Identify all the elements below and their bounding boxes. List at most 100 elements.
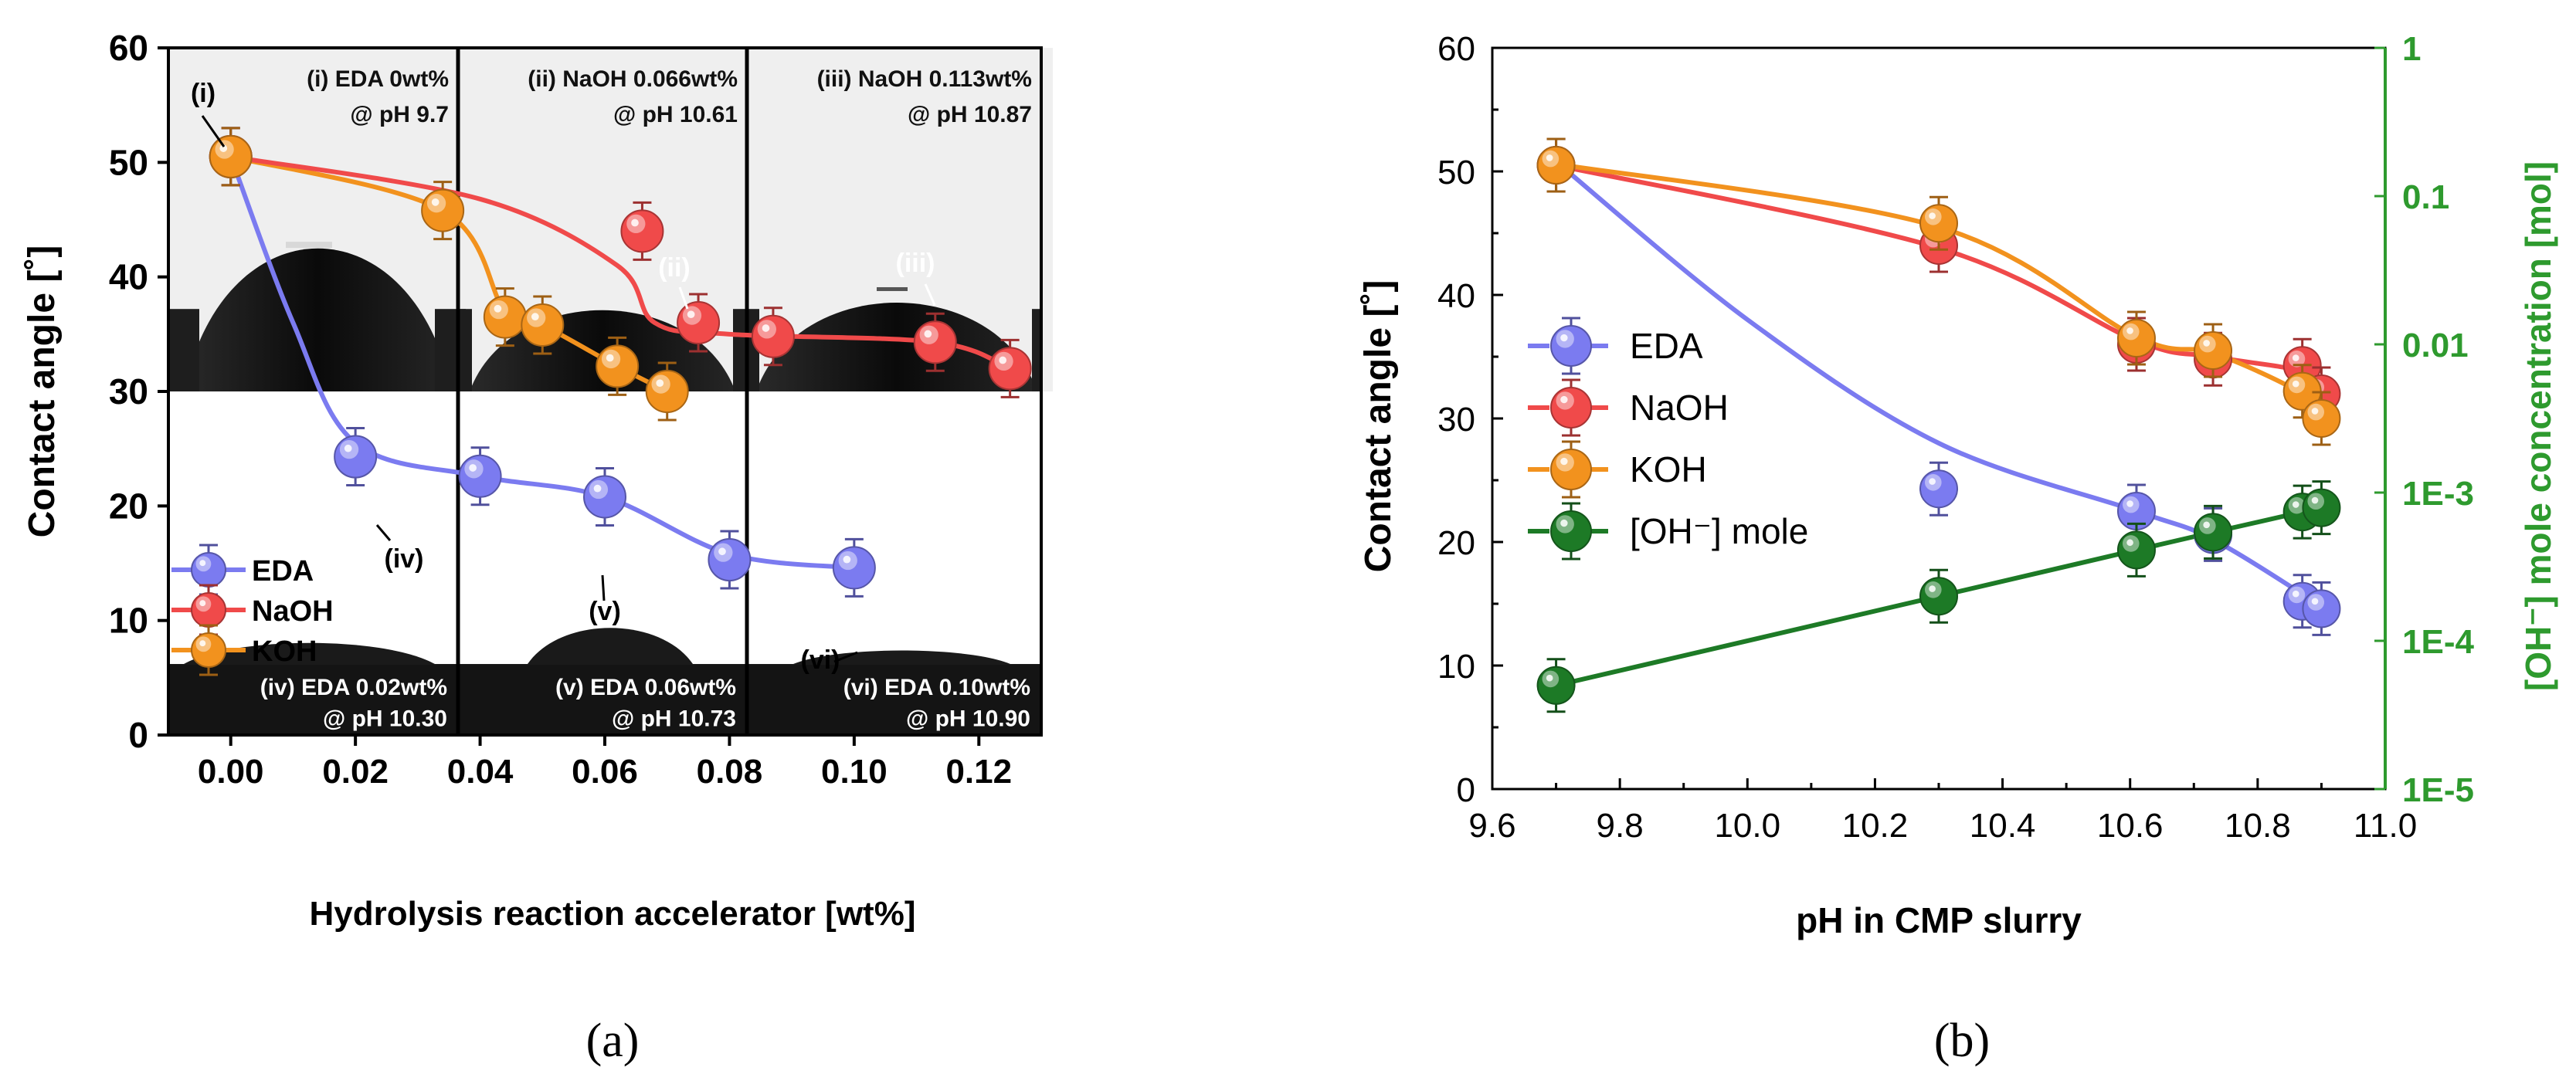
x-tick-label: 9.6 xyxy=(1468,807,1515,845)
y-tick-label: 10 xyxy=(109,601,148,641)
point-naoh xyxy=(620,201,664,261)
point-koh xyxy=(1536,137,1576,193)
panel-caption: (a) xyxy=(586,1015,640,1067)
point-naoh xyxy=(677,293,721,353)
droplet-shape xyxy=(184,248,452,391)
x-tick-label: 0.02 xyxy=(322,753,389,791)
data-points xyxy=(1536,137,2341,713)
inset-dividers xyxy=(456,48,749,735)
point-eda xyxy=(583,466,626,527)
inset-labels: (i) EDA 0wt% @ pH 9.7 (ii) NaOH 0.066wt% @ … xyxy=(260,66,1032,732)
annotation-arrow xyxy=(833,651,858,663)
point-koh xyxy=(2302,391,2341,446)
inset-label-title: (ii) NaOH 0.066wt% xyxy=(528,66,738,92)
y-tick-label: 20 xyxy=(109,486,148,526)
annotation-arrow xyxy=(924,283,936,306)
legend-marker xyxy=(1550,502,1592,561)
y-tick-label: 50 xyxy=(1437,154,1475,191)
point-oh xyxy=(2116,522,2156,578)
data-points xyxy=(209,127,1032,598)
point-eda xyxy=(458,446,502,506)
y-tick-label: 60 xyxy=(109,28,148,68)
inset-label-ph: @ pH 10.87 xyxy=(908,102,1032,127)
legend-marker xyxy=(191,624,226,676)
right-y-tick-label: 1E-4 xyxy=(2402,623,2474,661)
annotation-label: (i) xyxy=(191,79,216,108)
x-tick-label: 10.0 xyxy=(1714,807,1780,845)
y-tick-label: 30 xyxy=(1437,401,1475,439)
inset-label-ph: @ pH 10.30 xyxy=(323,706,447,732)
panel-a-contact-angle-vs-accelerator: (i) EDA 0wt% @ pH 9.7 (ii) NaOH 0.066wt% @ … xyxy=(22,28,1053,1067)
droplet-shape xyxy=(793,650,1010,665)
x-tick-labels: 9.6 9.8 10.0 10.2 10.4 10.6 10.8 11.0 xyxy=(1468,807,2417,845)
y-axis-label: Contact angle [˚] xyxy=(22,246,63,538)
right-y-tick-label: 1 xyxy=(2402,30,2421,68)
y-tick-label: 30 xyxy=(109,371,148,412)
panel-caption: (b) xyxy=(1934,1015,1990,1067)
inset-label-title: (v) EDA 0.06wt% xyxy=(555,675,736,700)
point-koh xyxy=(1919,195,1958,251)
right-y-tick-label: 1E-5 xyxy=(2402,771,2474,809)
annotation-label: (ii) xyxy=(658,253,691,283)
annotation-arrow xyxy=(601,574,606,601)
x-tick-label: 10.2 xyxy=(1842,807,1909,845)
y-tick-label: 60 xyxy=(1437,30,1475,68)
y-tick-label: 0 xyxy=(1457,771,1475,809)
inset-photo-band-middle xyxy=(168,391,1041,665)
x-tick-label: 0.12 xyxy=(945,753,1012,791)
point-eda xyxy=(1919,461,1958,517)
point-oh xyxy=(1536,658,1576,713)
point-eda xyxy=(832,537,876,598)
droplet-shape xyxy=(528,628,693,665)
point-naoh xyxy=(988,338,1032,398)
point-koh xyxy=(645,361,689,422)
legend-marker xyxy=(1550,440,1592,499)
point-eda xyxy=(708,530,752,590)
annotation-label: (iv) xyxy=(385,544,424,574)
point-oh xyxy=(1919,568,1958,624)
point-eda xyxy=(2302,581,2341,636)
photo-base xyxy=(1032,309,1041,391)
annotation-arrow xyxy=(201,115,226,147)
point-koh xyxy=(596,336,640,396)
right-y-tick-label: 0.1 xyxy=(2402,178,2449,216)
inset-label-ph: @ pH 10.90 xyxy=(906,706,1030,732)
right-y-tick-label: 0.01 xyxy=(2402,327,2469,364)
plot-frame xyxy=(1491,46,2387,791)
inset-label-ph: @ pH 10.61 xyxy=(613,102,738,127)
x-tick-label: 0.06 xyxy=(572,753,638,791)
legend-label: [OH⁻] mole xyxy=(1630,511,1808,551)
point-naoh xyxy=(751,307,795,367)
x-tick-label: 0.10 xyxy=(821,753,888,791)
inset-label-title: (vi) EDA 0.10wt% xyxy=(843,675,1030,700)
legend-marker xyxy=(1550,378,1592,437)
annotation-arrow xyxy=(375,524,392,541)
reflection-highlight xyxy=(877,286,908,291)
y-tick-label: 10 xyxy=(1437,648,1475,686)
x-tick-label: 9.8 xyxy=(1597,807,1644,845)
x-tick-label: 11.0 xyxy=(2354,807,2417,845)
inset-label-title: (iv) EDA 0.02wt% xyxy=(260,675,447,700)
inset-label-title: (iii) NaOH 0.113wt% xyxy=(817,66,1032,92)
inset-photo-band-bottom xyxy=(168,664,1041,735)
inset-label-ph: @ pH 10.73 xyxy=(612,706,736,732)
tick-marks xyxy=(1491,46,2387,791)
x-axis-label: Hydrolysis reaction accelerator [wt%] xyxy=(310,895,916,933)
droplet-shape xyxy=(184,642,435,665)
y-tick-label: 40 xyxy=(1437,277,1475,315)
inset-label-ph: @ pH 9.7 xyxy=(350,102,449,127)
y-axis-label: Contact angle [˚] xyxy=(1358,280,1399,573)
photo-base xyxy=(733,309,747,391)
point-oh xyxy=(2194,504,2233,560)
point-annotations: (i) (ii) (iii) (iv) (v) (vi) xyxy=(191,79,936,675)
x-tick-label: 0.08 xyxy=(697,753,763,791)
point-koh xyxy=(421,181,465,241)
annotation-label: (v) xyxy=(589,597,621,626)
point-koh xyxy=(521,295,565,355)
legend-label: KOH xyxy=(252,635,317,668)
y-tick-label: 0 xyxy=(128,715,148,755)
legend: EDA NaOH KOH [OH⁻] mole xyxy=(1528,317,1808,561)
y-tick-labels: 0 10 20 30 40 50 60 xyxy=(1437,30,1475,809)
point-koh xyxy=(209,127,253,187)
right-y-tick-labels: 1E-5 1E-4 1E-3 0.01 0.1 1 xyxy=(2402,30,2474,809)
